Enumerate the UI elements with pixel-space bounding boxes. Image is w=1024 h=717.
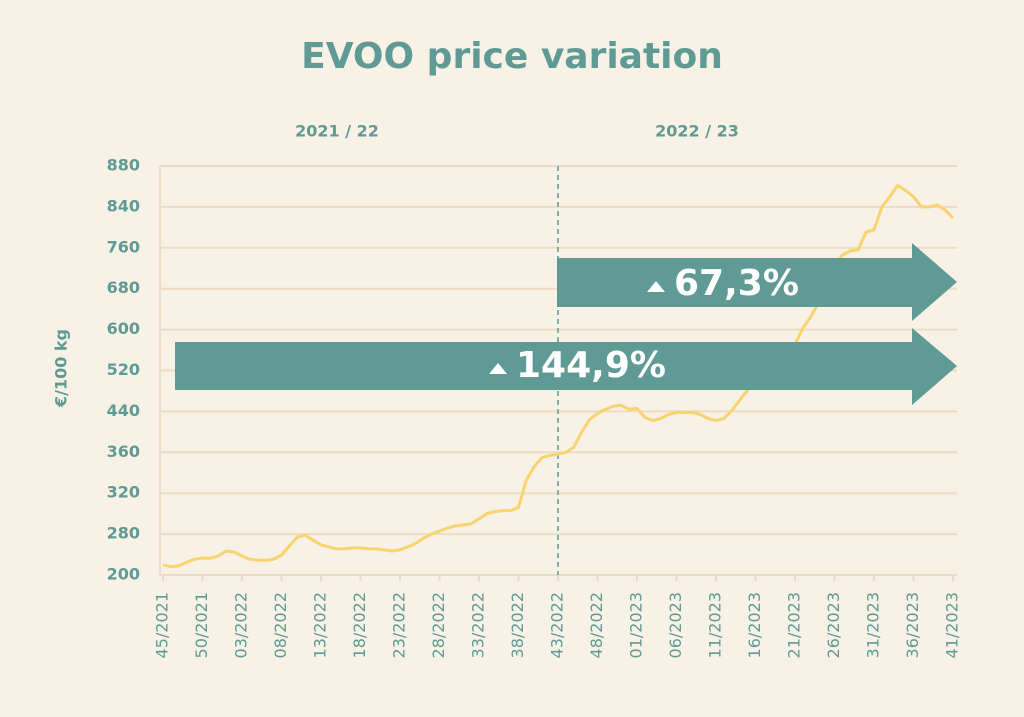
x-tick-label: 03/2022	[232, 592, 251, 658]
season-label: 2021 / 22	[295, 122, 379, 141]
y-tick-label: 880	[107, 156, 140, 175]
up-triangle	[489, 363, 507, 374]
arrow-label: 144,9%	[516, 345, 666, 386]
y-tick-label: 600	[107, 319, 140, 338]
y-tick-label: 680	[107, 278, 140, 297]
x-tick-label: 41/2023	[943, 592, 962, 658]
x-tick-label: 38/2022	[508, 592, 527, 658]
y-tick-label: 280	[107, 524, 140, 543]
x-tick-label: 48/2022	[587, 592, 606, 658]
season-label: 2022 / 23	[655, 122, 739, 141]
y-tick-label: 760	[107, 237, 140, 256]
x-tick-label: 13/2022	[311, 592, 330, 658]
arrow-label: 67,3%	[674, 263, 799, 304]
y-tick-label: 320	[107, 483, 140, 502]
x-tick-label: 50/2021	[192, 592, 211, 658]
x-tick-label: 01/2023	[627, 592, 646, 658]
x-tick-label: 23/2022	[390, 592, 409, 658]
arrow: 67,3%	[557, 243, 957, 321]
x-tick-label: 06/2023	[666, 592, 685, 658]
x-tick-label: 16/2023	[745, 592, 764, 658]
chart-title: EVOO price variation	[301, 36, 723, 77]
x-tick-label: 31/2023	[864, 592, 883, 658]
y-tick-label: 200	[107, 565, 140, 584]
y-tick-label: 840	[107, 196, 140, 215]
x-tick-label: 18/2022	[350, 592, 369, 658]
x-tick-label: 33/2022	[469, 592, 488, 658]
x-tick-label: 21/2023	[785, 592, 804, 658]
up-triangle	[647, 281, 665, 292]
y-tick-label: 360	[107, 442, 140, 461]
arrow-shape	[175, 328, 957, 405]
x-tick-label: 36/2023	[903, 592, 922, 658]
y-axis-label: €/100 kg	[52, 329, 71, 408]
x-tick-label: 11/2023	[706, 592, 725, 658]
arrow: 144,9%	[175, 328, 957, 405]
x-tick-label: 28/2022	[429, 592, 448, 658]
x-tick-label: 43/2022	[548, 592, 567, 658]
y-tick-label: 520	[107, 360, 140, 379]
x-tick-label: 45/2021	[153, 592, 172, 658]
x-tick-label: 08/2022	[271, 592, 290, 658]
x-tick-label: 26/2023	[824, 592, 843, 658]
y-tick-label: 440	[107, 401, 140, 420]
arrow-shape	[557, 243, 957, 321]
